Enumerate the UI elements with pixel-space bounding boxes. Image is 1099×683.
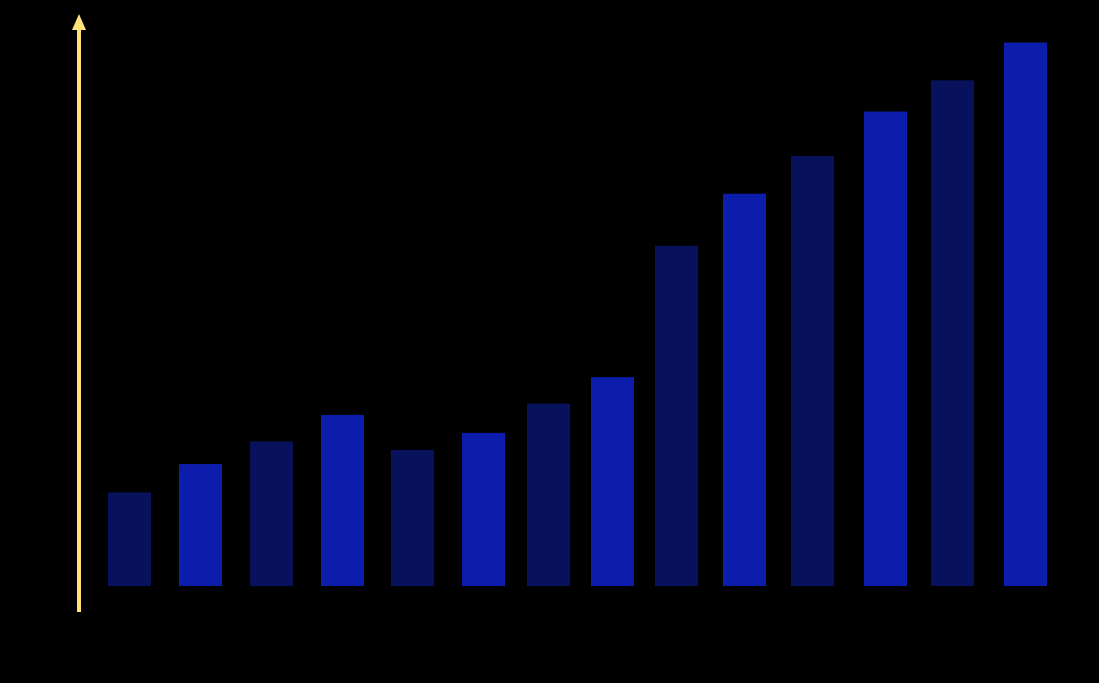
bar-1	[108, 492, 151, 586]
bar-10	[723, 193, 766, 587]
bar-9	[655, 245, 698, 586]
bar-11	[791, 155, 834, 587]
bar-7	[527, 403, 570, 586]
bar-3	[250, 441, 293, 586]
bar-8	[591, 377, 634, 586]
bar-6	[462, 432, 505, 586]
bar-14	[1004, 42, 1047, 587]
bar-2	[179, 464, 222, 586]
bar-12	[864, 111, 907, 587]
bar-5	[391, 449, 434, 586]
bars-group	[108, 42, 1047, 587]
bar-4	[321, 414, 364, 586]
y-axis	[72, 14, 86, 612]
bar-13	[931, 80, 974, 586]
y-axis-arrow-icon	[72, 14, 86, 30]
